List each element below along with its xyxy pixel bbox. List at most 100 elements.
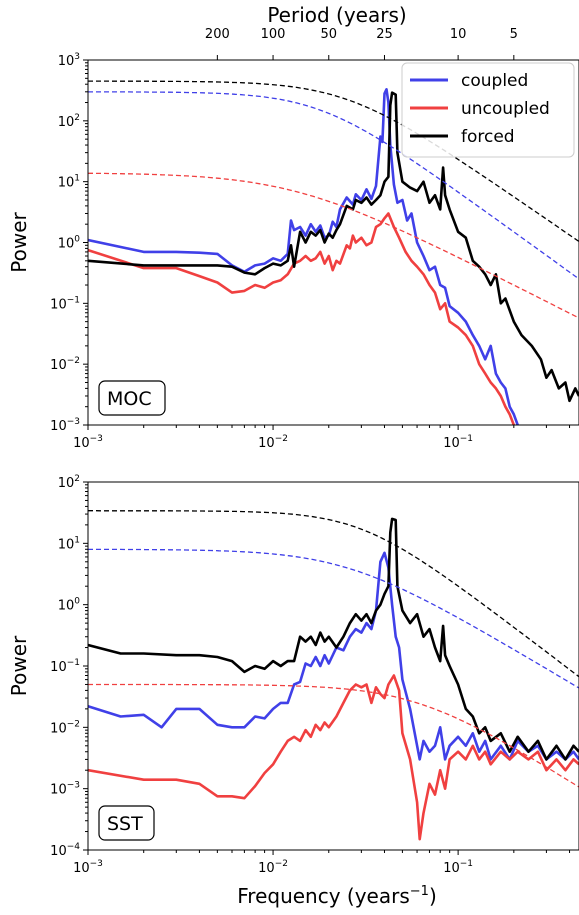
series-coupled-fit-line xyxy=(88,548,579,689)
series-coupled-line xyxy=(88,88,519,425)
panel-tag: SST xyxy=(98,805,155,841)
panel-tag-label: MOC xyxy=(107,388,152,410)
x-tick-label: 10−1 xyxy=(443,859,473,876)
y-tick-label: 101 xyxy=(58,535,80,552)
y-tick-label: 10−3 xyxy=(50,417,80,434)
x-axis-title: Frequency (years−1) xyxy=(237,884,437,908)
y-tick-label-base: 10 xyxy=(58,237,75,252)
panel-tag: MOC xyxy=(98,380,166,416)
legend: coupled uncoupled forced xyxy=(401,62,575,158)
panel-sst: 10−3 10−2 10−110−410−310−210−1100101102Pow… xyxy=(7,474,579,908)
x-tick-label: 10−2 xyxy=(258,434,288,451)
y-tick-label: 100 xyxy=(58,597,81,614)
y-tick-label: 10−4 xyxy=(50,842,80,859)
y-tick-label-exponent: −1 xyxy=(67,658,80,668)
legend-label-uncoupled: uncoupled xyxy=(461,99,550,119)
y-tick-label: 101 xyxy=(58,174,80,191)
series-coupled-line xyxy=(88,551,579,761)
y-tick-label-exponent: −3 xyxy=(67,781,80,791)
y-tick-label-base: 10 xyxy=(58,537,75,552)
x-tick-label-base: 10 xyxy=(258,436,275,451)
x-tick-label-base: 10 xyxy=(73,861,90,876)
y-tick-label: 102 xyxy=(58,474,80,491)
x-axis-title-exponent: −1 xyxy=(410,884,429,899)
x-tick-label-base: 10 xyxy=(443,436,460,451)
x-tick-label-exponent: −1 xyxy=(460,859,473,869)
x-axis-title-end: ) xyxy=(429,884,437,908)
y-tick-label-exponent: −2 xyxy=(67,356,80,366)
x-tick-label-exponent: −3 xyxy=(90,434,103,444)
y-tick-label-exponent: 0 xyxy=(74,597,80,607)
top-period-tick-label: 25 xyxy=(376,27,393,42)
y-tick-label: 10−3 xyxy=(50,781,80,798)
x-tick-label-base: 10 xyxy=(258,861,275,876)
legend-box xyxy=(401,62,575,158)
y-tick-label-base: 10 xyxy=(58,54,75,69)
series-group xyxy=(88,510,579,841)
series-forced-line xyxy=(88,517,579,761)
legend-label-forced: forced xyxy=(461,127,515,147)
x-tick-label-exponent: −3 xyxy=(90,859,103,869)
y-tick-label-exponent: 2 xyxy=(74,474,80,484)
y-tick-label: 10−2 xyxy=(50,719,80,736)
series-forced-fit-line xyxy=(88,510,579,678)
top-period-tick-label: 10 xyxy=(450,27,467,42)
x-tick-label-exponent: −2 xyxy=(275,859,288,869)
y-tick-label: 10−1 xyxy=(50,295,80,312)
top-period-tick-label: 50 xyxy=(320,27,337,42)
series-uncoupled-fit-line xyxy=(88,683,579,788)
y-tick-label-exponent: 1 xyxy=(74,174,80,184)
x-tick-label-exponent: −1 xyxy=(460,434,473,444)
y-tick-label-exponent: 3 xyxy=(74,52,80,62)
y-tick-label-base: 10 xyxy=(58,115,75,130)
y-tick-label-base: 10 xyxy=(58,599,75,614)
y-tick-label: 10−2 xyxy=(50,356,80,373)
y-tick-label: 102 xyxy=(58,113,80,130)
series-uncoupled-line xyxy=(88,212,516,425)
y-tick-label-exponent: 1 xyxy=(74,535,80,545)
y-tick-label-exponent: −1 xyxy=(67,295,80,305)
series-coupled-fit-line xyxy=(88,91,579,280)
plot-frame xyxy=(87,481,579,851)
y-tick-label-base: 10 xyxy=(50,783,67,798)
y-tick-label-exponent: −2 xyxy=(67,719,80,729)
top-period-tick-label: 5 xyxy=(510,27,518,42)
y-tick-label-exponent: 0 xyxy=(74,235,80,245)
y-tick-label-base: 10 xyxy=(50,358,67,373)
y-tick-label-base: 10 xyxy=(50,419,67,434)
x-tick-label: 10−2 xyxy=(258,859,288,876)
y-tick-label-exponent: 2 xyxy=(74,113,80,123)
x-tick-label-base: 10 xyxy=(443,861,460,876)
series-forced-fit-line xyxy=(88,80,579,243)
y-tick-label-base: 10 xyxy=(50,297,67,312)
series-uncoupled-fit-line xyxy=(88,172,579,319)
y-tick-label-base: 10 xyxy=(58,476,75,491)
series-group xyxy=(88,80,579,425)
x-tick-label: 10−1 xyxy=(443,434,473,451)
series-uncoupled-line xyxy=(88,674,579,841)
y-tick-label-exponent: −4 xyxy=(67,842,81,852)
y-axis-title: Power xyxy=(7,635,31,696)
top-period-tick-label: 200 xyxy=(205,27,230,42)
y-tick-label: 103 xyxy=(58,52,80,69)
panel-tag-box xyxy=(98,380,166,416)
top-axis-title: Period (years) xyxy=(267,3,406,27)
legend-label-coupled: coupled xyxy=(461,71,528,91)
y-tick-label-base: 10 xyxy=(50,721,67,736)
series-forced-line xyxy=(88,91,579,403)
panel-tag-box xyxy=(98,805,155,841)
x-tick-label-exponent: −2 xyxy=(275,434,288,444)
y-tick-label-exponent: −3 xyxy=(67,417,80,427)
y-axis-title: Power xyxy=(7,211,31,272)
y-tick-label: 10−1 xyxy=(50,658,80,675)
x-axis-title-main: Frequency (years xyxy=(237,884,410,908)
x-tick-label-base: 10 xyxy=(73,436,90,451)
y-tick-label: 100 xyxy=(58,235,81,252)
panel-moc: 10−3 10−2 10−110−310−210−1100101102103Powe… xyxy=(7,3,579,451)
x-tick-label: 10−3 xyxy=(73,434,103,451)
y-tick-label-base: 10 xyxy=(58,176,75,191)
x-tick-label: 10−3 xyxy=(73,859,103,876)
y-tick-label-base: 10 xyxy=(50,660,67,675)
top-period-tick-label: 100 xyxy=(261,27,286,42)
